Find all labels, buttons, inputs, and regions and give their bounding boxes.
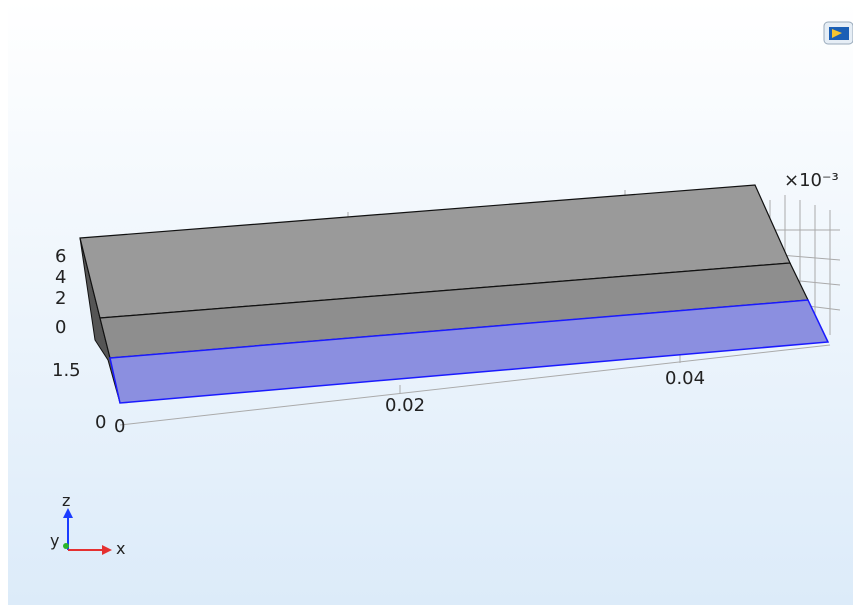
view-icon[interactable] — [824, 22, 853, 44]
axis-scale-label: ×10⁻³ — [784, 170, 839, 191]
z-tick-label: 6 — [55, 246, 66, 267]
z-tick-label: 2 — [55, 288, 66, 309]
triad-y: y — [50, 531, 59, 550]
y-tick-label: 0 — [95, 412, 106, 433]
triad-z: z — [62, 491, 70, 510]
y-tick-label: 1.5 — [52, 360, 81, 381]
triad-x: x — [116, 539, 125, 558]
x-tick-label: 0.02 — [385, 395, 425, 416]
z-tick-label: 4 — [55, 267, 66, 288]
x-tick-label: 0.04 — [665, 368, 705, 389]
x-tick-label: 0 — [114, 416, 125, 437]
z-tick-label: 0 — [55, 317, 66, 338]
graphics-window: 6 4 2 0 1.5 0 0 0.02 0.04 ×10⁻³ z y x — [0, 0, 853, 605]
